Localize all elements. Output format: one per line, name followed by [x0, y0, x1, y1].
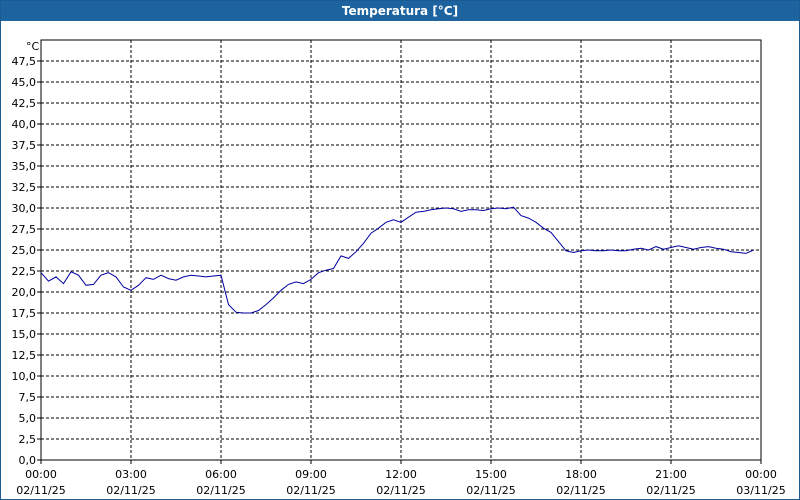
y-tick-label: 7,5	[19, 391, 37, 404]
y-axis-unit-label: °C	[26, 40, 40, 53]
y-tick-label: 32,5	[12, 181, 37, 194]
x-tick-date-label: 02/11/25	[196, 484, 245, 497]
temperature-series-line	[40, 206, 754, 314]
y-tick-label: 45,0	[12, 76, 37, 89]
x-tick-date-label: 02/11/25	[106, 484, 155, 497]
x-tick-date-label: 02/11/25	[286, 484, 335, 497]
y-tick-label: 2,5	[19, 433, 37, 446]
y-tick-label: 17,5	[12, 307, 37, 320]
x-tick-date-label: 02/11/25	[16, 484, 65, 497]
x-tick-date-label: 02/11/25	[556, 484, 605, 497]
y-tick-label: 22,5	[12, 265, 37, 278]
x-tick-time-label: 06:00	[205, 468, 237, 481]
x-tick-date-label: 03/11/25	[736, 484, 785, 497]
grid-lines	[41, 40, 761, 460]
x-tick-time-label: 03:00	[115, 468, 147, 481]
x-tick-date-label: 02/11/25	[376, 484, 425, 497]
x-tick-date-label: 02/11/25	[466, 484, 515, 497]
y-tick-label: 37,5	[12, 139, 37, 152]
y-tick-label: 35,0	[12, 160, 37, 173]
y-tick-label: 0,0	[19, 454, 37, 467]
y-tick-label: 5,0	[19, 412, 37, 425]
x-tick-time-label: 15:00	[475, 468, 507, 481]
y-tick-label: 42,5	[12, 97, 37, 110]
x-tick-time-label: 18:00	[565, 468, 597, 481]
y-axis: 0,0 2,5 5,0 7,5 10,0 12,5 15,0 17,5 20,0 22,5 25,0…	[12, 55, 41, 467]
x-tick-date-label: 02/11/25	[646, 484, 695, 497]
y-tick-label: 30,0	[12, 202, 37, 215]
y-tick-label: 25,0	[12, 244, 37, 257]
x-tick-time-label: 21:00	[655, 468, 687, 481]
x-tick-time-label: 09:00	[295, 468, 327, 481]
y-tick-label: 47,5	[12, 55, 37, 68]
y-tick-label: 27,5	[12, 223, 37, 236]
x-tick-time-label: 12:00	[385, 468, 417, 481]
y-tick-label: 40,0	[12, 118, 37, 131]
x-axis: 00:00 02/11/25 03:00 02/11/25 06:00 02/11/25 0…	[16, 460, 786, 497]
y-tick-label: 15,0	[12, 328, 37, 341]
x-tick-time-label: 00:00	[25, 468, 57, 481]
y-tick-label: 10,0	[12, 370, 37, 383]
window-title: Temperatura [°C]	[1, 1, 799, 21]
y-tick-label: 20,0	[12, 286, 37, 299]
y-tick-label: 12,5	[12, 349, 37, 362]
x-tick-time-label: 00:00	[745, 468, 777, 481]
